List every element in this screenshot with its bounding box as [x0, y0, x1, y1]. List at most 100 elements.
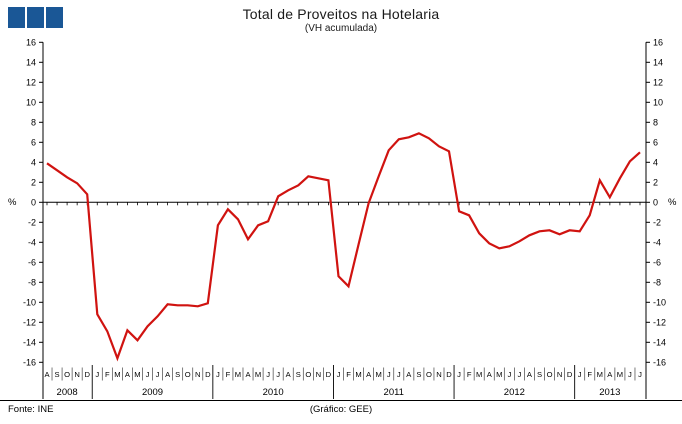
- svg-text:2009: 2009: [142, 387, 163, 398]
- logo-square-icon: [8, 7, 25, 28]
- svg-text:S: S: [537, 370, 542, 379]
- svg-text:A: A: [527, 370, 533, 379]
- svg-text:2: 2: [653, 177, 658, 187]
- svg-text:2013: 2013: [599, 387, 620, 398]
- svg-text:6: 6: [653, 137, 658, 147]
- svg-text:A: A: [366, 370, 372, 379]
- svg-text:J: J: [216, 370, 220, 379]
- svg-text:O: O: [305, 370, 311, 379]
- svg-text:12: 12: [26, 77, 36, 87]
- svg-text:-14: -14: [23, 337, 36, 347]
- svg-text:J: J: [95, 370, 99, 379]
- svg-text:M: M: [255, 370, 261, 379]
- svg-text:J: J: [628, 370, 632, 379]
- svg-text:2: 2: [31, 177, 36, 187]
- svg-text:J: J: [638, 370, 642, 379]
- svg-text:J: J: [276, 370, 280, 379]
- year-labels: 2008 2009 2010 2011 2012 2013: [57, 387, 621, 398]
- svg-text:J: J: [156, 370, 160, 379]
- svg-text:F: F: [226, 370, 231, 379]
- svg-text:8: 8: [653, 117, 658, 127]
- logo-square-icon: [46, 7, 63, 28]
- svg-text:-2: -2: [28, 217, 36, 227]
- chart-title: Total de Proveitos na Hotelaria: [242, 6, 440, 22]
- credit-label: (Gráfico: GEE): [309, 404, 373, 415]
- svg-text:-12: -12: [653, 317, 666, 327]
- svg-text:J: J: [457, 370, 461, 379]
- svg-text:0: 0: [653, 197, 658, 207]
- svg-text:M: M: [376, 370, 382, 379]
- chart-subtitle: (VH acumulada): [304, 23, 378, 34]
- svg-text:N: N: [316, 370, 321, 379]
- svg-text:D: D: [326, 370, 332, 379]
- svg-text:-4: -4: [28, 237, 36, 247]
- svg-text:0: 0: [31, 197, 36, 207]
- svg-text:O: O: [185, 370, 191, 379]
- svg-text:12: 12: [653, 77, 663, 87]
- svg-text:A: A: [245, 370, 251, 379]
- svg-text:F: F: [346, 370, 351, 379]
- zero-line: [43, 201, 646, 206]
- source-label: Fonte: INE: [8, 404, 54, 415]
- svg-text:M: M: [114, 370, 120, 379]
- svg-text:A: A: [165, 370, 171, 379]
- svg-text:J: J: [507, 370, 511, 379]
- svg-text:-8: -8: [653, 277, 661, 287]
- svg-text:10: 10: [653, 97, 663, 107]
- svg-text:D: D: [84, 370, 90, 379]
- svg-text:A: A: [607, 370, 613, 379]
- svg-text:2011: 2011: [384, 387, 404, 398]
- svg-text:O: O: [547, 370, 553, 379]
- svg-text:D: D: [567, 370, 573, 379]
- svg-text:-2: -2: [653, 217, 661, 227]
- svg-text:J: J: [517, 370, 521, 379]
- y-axis-unit-right: %: [668, 197, 677, 208]
- svg-text:14: 14: [26, 57, 36, 67]
- svg-text:-12: -12: [23, 317, 36, 327]
- svg-text:-10: -10: [23, 297, 36, 307]
- svg-text:A: A: [44, 370, 50, 379]
- svg-text:N: N: [557, 370, 562, 379]
- y-axis-unit-left: %: [8, 197, 17, 208]
- svg-text:4: 4: [653, 157, 658, 167]
- svg-text:F: F: [467, 370, 472, 379]
- svg-text:J: J: [397, 370, 401, 379]
- svg-text:2010: 2010: [263, 387, 284, 398]
- svg-text:M: M: [235, 370, 241, 379]
- svg-text:-6: -6: [28, 257, 36, 267]
- svg-text:A: A: [406, 370, 412, 379]
- svg-text:M: M: [476, 370, 482, 379]
- svg-text:F: F: [587, 370, 592, 379]
- svg-text:S: S: [55, 370, 60, 379]
- svg-text:A: A: [125, 370, 131, 379]
- svg-text:J: J: [578, 370, 582, 379]
- svg-text:J: J: [387, 370, 391, 379]
- logo-square-icon: [27, 7, 44, 28]
- svg-text:M: M: [617, 370, 623, 379]
- svg-text:-16: -16: [653, 357, 666, 367]
- svg-text:N: N: [436, 370, 441, 379]
- svg-text:A: A: [487, 370, 493, 379]
- svg-text:16: 16: [26, 37, 36, 47]
- svg-text:-16: -16: [23, 357, 36, 367]
- y-ticks: -16 -16 -14 -14 -12 -12 -10 -10 -8 -8 -6 -6 -4 -4 -2 -2…: [23, 37, 666, 367]
- svg-text:S: S: [296, 370, 301, 379]
- svg-text:-8: -8: [28, 277, 36, 287]
- y-axes: [42, 42, 647, 399]
- svg-text:M: M: [134, 370, 140, 379]
- svg-text:8: 8: [31, 117, 36, 127]
- svg-text:S: S: [416, 370, 421, 379]
- svg-text:J: J: [146, 370, 150, 379]
- svg-text:-4: -4: [653, 237, 661, 247]
- svg-text:M: M: [355, 370, 361, 379]
- svg-text:14: 14: [653, 57, 663, 67]
- svg-text:O: O: [426, 370, 432, 379]
- svg-text:A: A: [286, 370, 292, 379]
- svg-text:16: 16: [653, 37, 663, 47]
- svg-text:S: S: [175, 370, 180, 379]
- svg-text:F: F: [105, 370, 110, 379]
- svg-text:-10: -10: [653, 297, 666, 307]
- svg-text:J: J: [266, 370, 270, 379]
